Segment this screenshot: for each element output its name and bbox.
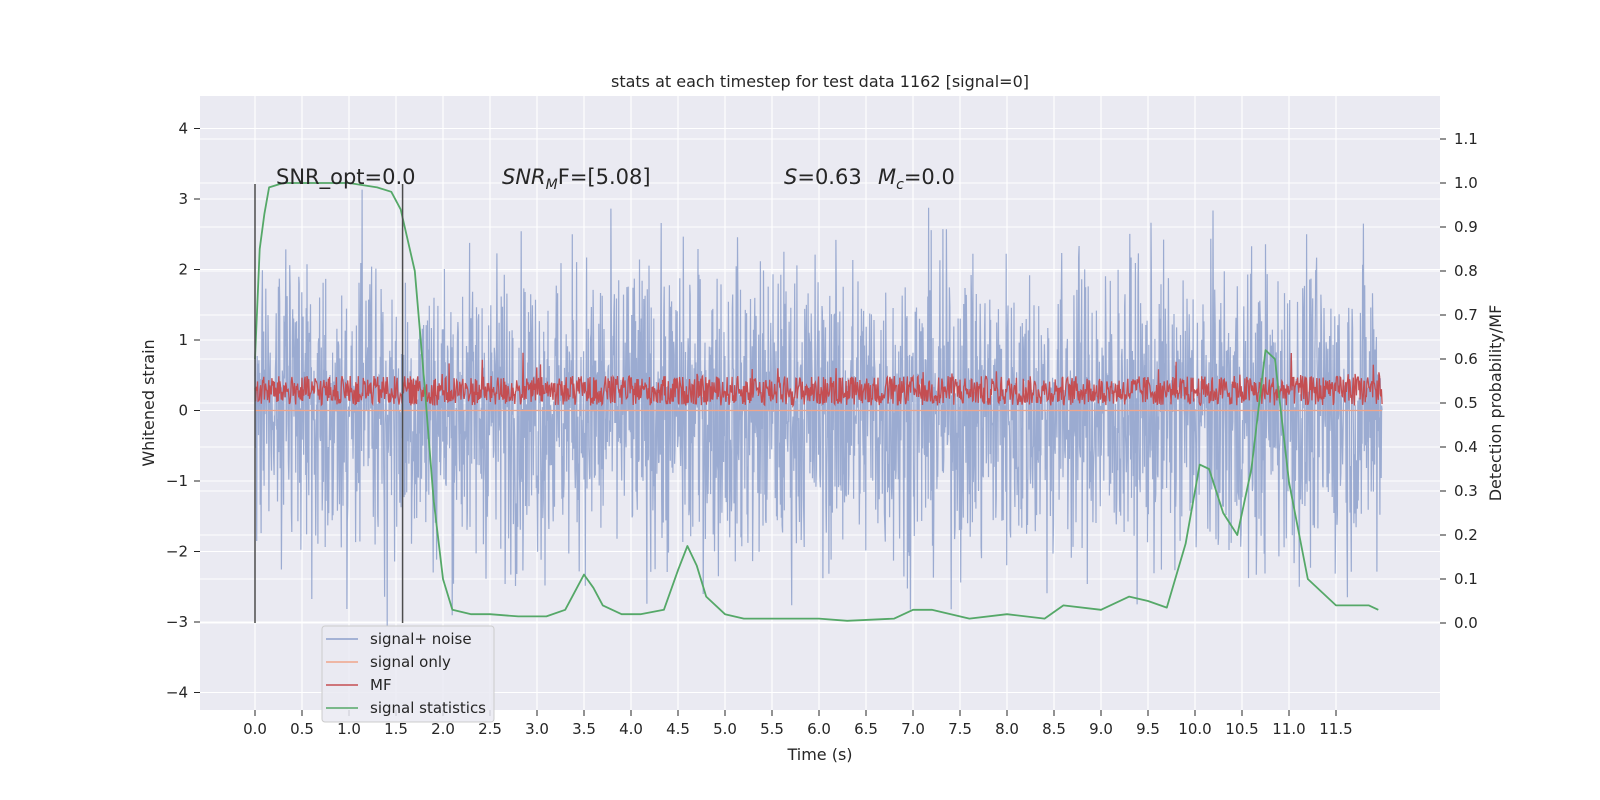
y-axis-label-left: Whitened strain <box>139 339 158 466</box>
y-tick-label-right: 1.1 <box>1454 130 1478 148</box>
legend-label-mf: MF <box>370 676 392 694</box>
y-tick-label-right: 0.2 <box>1454 526 1478 544</box>
y-tick-label-left: 2 <box>178 261 188 279</box>
series-group <box>254 182 1383 626</box>
y-tick-label-right: 0.7 <box>1454 306 1478 324</box>
x-tick-label: 10.0 <box>1178 720 1211 738</box>
annotation-mc-value: =0.0 <box>904 165 955 189</box>
y-tick-label-left: −3 <box>166 613 188 631</box>
x-tick-label: 5.5 <box>760 720 784 738</box>
x-tick-label: 0.0 <box>243 720 267 738</box>
y-tick-label-right: 1.0 <box>1454 174 1478 192</box>
annotation-snr-mf: SNRMF=[5.08] <box>502 165 651 193</box>
x-tick-label: 6.0 <box>807 720 831 738</box>
annotation-mc-symbol: M <box>878 165 896 189</box>
annotation-s-symbol: S <box>784 165 797 189</box>
y-tick-label-left: 3 <box>178 190 188 208</box>
annotation-snr-opt: SNR_opt=0.0 <box>276 165 416 190</box>
x-tick-label: 8.0 <box>995 720 1019 738</box>
x-tick-label: 1.0 <box>337 720 361 738</box>
x-tick-label: 11.5 <box>1319 720 1352 738</box>
y-tick-label-left: −1 <box>166 472 188 490</box>
annotation-snr-mf-subscript: M <box>546 177 558 193</box>
y-tick-label-right: 0.5 <box>1454 394 1478 412</box>
annotation-snr-mf-symbol: SNR <box>502 165 546 189</box>
y-tick-label-left: −4 <box>166 684 188 702</box>
x-tick-label: 10.5 <box>1225 720 1258 738</box>
x-tick-label: 0.5 <box>290 720 314 738</box>
y-tick-label-left: 1 <box>178 331 188 349</box>
ticks: 0.0 0.5 1.0 1.5 2.0 2.5 3.0 3.5 4.0 4.5 5.0 5.5 6.0 6… <box>166 120 1478 739</box>
x-tick-label: 2.0 <box>431 720 455 738</box>
x-tick-label: 8.5 <box>1042 720 1066 738</box>
annotation-s: S=0.63 <box>784 165 862 189</box>
annotation-mc-subscript: c <box>896 177 904 193</box>
y-tick-label-left: 4 <box>178 120 188 138</box>
y-tick-label-right: 0.1 <box>1454 570 1478 588</box>
y-tick-label-right: 0.8 <box>1454 262 1478 280</box>
x-tick-label: 7.5 <box>948 720 972 738</box>
y-tick-label-right: 0.9 <box>1454 218 1478 236</box>
x-tick-label: 3.5 <box>572 720 596 738</box>
y-tick-label-right: 0.0 <box>1454 614 1478 632</box>
legend-label-signal-statistics: signal statistics <box>370 699 486 717</box>
legend-label-signal-noise: signal+ noise <box>370 630 472 648</box>
series-signal-noise <box>254 189 1383 626</box>
x-tick-label: 4.0 <box>619 720 643 738</box>
x-tick-label: 6.5 <box>854 720 878 738</box>
series-mf <box>254 352 1383 408</box>
y-tick-label-right: 0.6 <box>1454 350 1478 368</box>
x-axis-label: Time (s) <box>786 745 852 764</box>
series-signal-statistics <box>254 182 1379 622</box>
x-tick-label: 9.0 <box>1089 720 1113 738</box>
y-axis-label-right: Detection probability/MF <box>1486 305 1505 502</box>
x-tick-label: 2.5 <box>478 720 502 738</box>
legend-label-signal-only: signal only <box>370 653 451 671</box>
legend-box <box>321 625 495 723</box>
legend: signal+ noise signal only MF signal stat… <box>321 625 495 723</box>
x-tick-label: 3.0 <box>525 720 549 738</box>
x-tick-label: 9.5 <box>1136 720 1160 738</box>
x-tick-label: 11.0 <box>1272 720 1305 738</box>
vlines <box>254 184 404 623</box>
y-tick-label-right: 0.3 <box>1454 482 1478 500</box>
annotation-snr-mf-value: F=[5.08] <box>558 165 651 189</box>
y-tick-label-left: 0 <box>178 402 188 420</box>
y-tick-label-right: 0.4 <box>1454 438 1478 456</box>
x-tick-label: 4.5 <box>666 720 690 738</box>
x-tick-label: 5.0 <box>713 720 737 738</box>
chart-title: stats at each timestep for test data 116… <box>611 72 1029 91</box>
x-tick-label: 1.5 <box>384 720 408 738</box>
x-tick-label: 7.0 <box>901 720 925 738</box>
annotation-s-value: =0.63 <box>797 165 861 189</box>
annotation-mc: Mc=0.0 <box>878 165 955 193</box>
y-tick-label-left: −2 <box>166 543 188 561</box>
